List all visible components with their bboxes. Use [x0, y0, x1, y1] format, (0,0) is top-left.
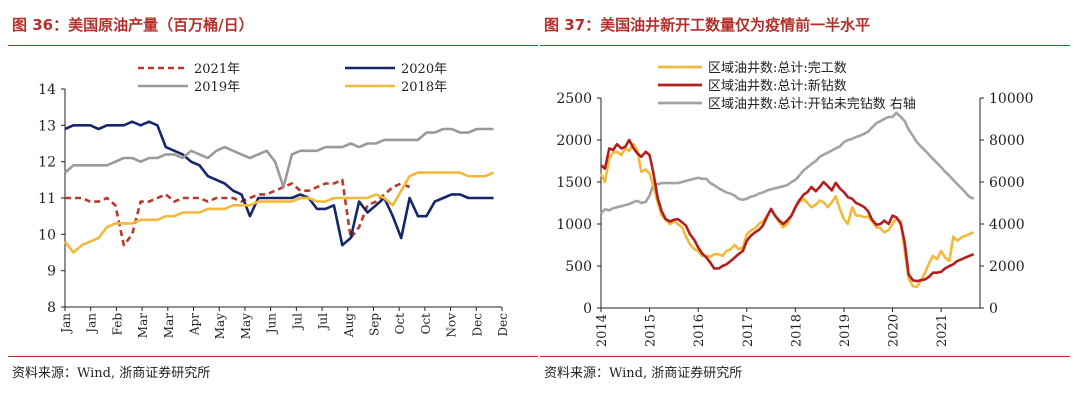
- right-tick-label: 4000: [989, 217, 1025, 233]
- figure-title: 图 37：美国油井新开工数量仅为疫情前一半水平: [544, 16, 871, 34]
- x-tick-label: Aug: [342, 313, 356, 338]
- x-tick-label: Oct: [393, 313, 407, 335]
- line-series-2019年: [64, 127, 494, 189]
- legend-label: 2019年: [194, 80, 240, 95]
- x-tick-label: Jul: [290, 313, 304, 332]
- x-tick-label: Jun: [265, 313, 279, 336]
- x-tick-label: Jan: [59, 313, 73, 335]
- source-rule: [540, 356, 1070, 357]
- us-crude-production-chart: 8 9 10 11 12 13 14 Jan Jan Feb Mar Mar Apr May May Jun J…: [38, 62, 510, 339]
- chart-panel-us-well-starts: 图 37：美国油井新开工数量仅为疫情前一半水平 0 500 1000 1500 2000…: [540, 0, 1070, 401]
- x-tick-label: May: [239, 313, 253, 339]
- y-tick-label: 10: [38, 227, 56, 243]
- x-tick-label: Jul: [316, 313, 330, 332]
- x-tick-label: 2017: [741, 314, 756, 347]
- y-tick-label: 13: [38, 118, 56, 134]
- x-tick-label: Oct: [419, 313, 433, 335]
- x-tick-label: Dec: [496, 313, 510, 337]
- x-tick-label: 2019: [838, 314, 853, 347]
- left-tick-label: 1500: [556, 175, 592, 191]
- x-tick-label: 2014: [595, 314, 610, 347]
- title-rule: [8, 45, 538, 46]
- right-tick-label: 8000: [989, 133, 1025, 149]
- x-tick-label: Dec: [470, 313, 484, 337]
- x-tick-label: Sep: [367, 313, 381, 336]
- x-tick-label: 2020: [887, 314, 902, 347]
- x-tick-label: Feb: [110, 313, 124, 336]
- line-series-1: [600, 138, 975, 283]
- x-tick-label: 2015: [644, 314, 659, 347]
- x-tick-label: May: [213, 313, 227, 339]
- x-tick-label: Mar: [136, 313, 150, 338]
- line-series-2: [600, 111, 975, 215]
- y-tick-label: 14: [38, 82, 56, 98]
- legend-label: 2021年: [194, 62, 240, 77]
- right-tick-label: 10000: [989, 91, 1034, 107]
- x-tick-label: Apr: [188, 313, 202, 336]
- x-tick-label: Jan: [85, 313, 99, 335]
- legend-label: 2018年: [401, 80, 447, 95]
- source-note: 资料来源：Wind, 浙商证券研究所: [544, 366, 743, 381]
- source-note: 资料来源：Wind, 浙商证券研究所: [12, 366, 211, 381]
- x-tick-label: 2021: [935, 314, 950, 347]
- us-well-starts-chart: 0 500 1000 1500 2000 2500 0 2000 4000 6000 8000 100…: [556, 61, 1034, 347]
- legend-label: 区域油井数:总计:新钻数: [708, 78, 847, 94]
- source-rule: [8, 356, 538, 357]
- y-tick-label: 11: [38, 191, 56, 207]
- right-tick-label: 6000: [989, 175, 1025, 191]
- left-tick-label: 0: [583, 301, 592, 317]
- x-tick-label: 2018: [789, 314, 804, 347]
- line-series-2018年: [63, 171, 495, 254]
- y-tick-label: 12: [38, 155, 56, 171]
- x-tick-label: Nov: [445, 313, 459, 338]
- line-series-0: [599, 142, 975, 289]
- x-tick-label: Mar: [162, 313, 176, 338]
- chart-panel-us-crude-production: 图 36：美国原油产量（百万桶/日） 8 9 10 11 12 13 14 Jan Jan Feb…: [8, 0, 538, 401]
- left-tick-label: 500: [565, 259, 592, 275]
- legend-label: 区域油井数:总计:完工数: [708, 61, 847, 76]
- figure-title: 图 36：美国原油产量（百万桶/日）: [12, 16, 254, 34]
- legend-label: 2020年: [401, 62, 447, 77]
- title-rule: [540, 45, 1070, 46]
- left-tick-label: 2500: [556, 91, 592, 107]
- y-tick-label: 8: [47, 300, 56, 316]
- left-tick-label: 1000: [556, 217, 592, 233]
- right-tick-label: 2000: [989, 259, 1025, 275]
- line-series-2020年: [64, 120, 494, 247]
- x-tick-label: 2016: [692, 314, 707, 347]
- right-tick-label: 0: [989, 301, 998, 317]
- legend-label: 区域油井数:总计:开钻未完钻数 右轴: [708, 97, 916, 112]
- left-tick-label: 2000: [556, 133, 592, 149]
- y-tick-label: 9: [47, 264, 56, 280]
